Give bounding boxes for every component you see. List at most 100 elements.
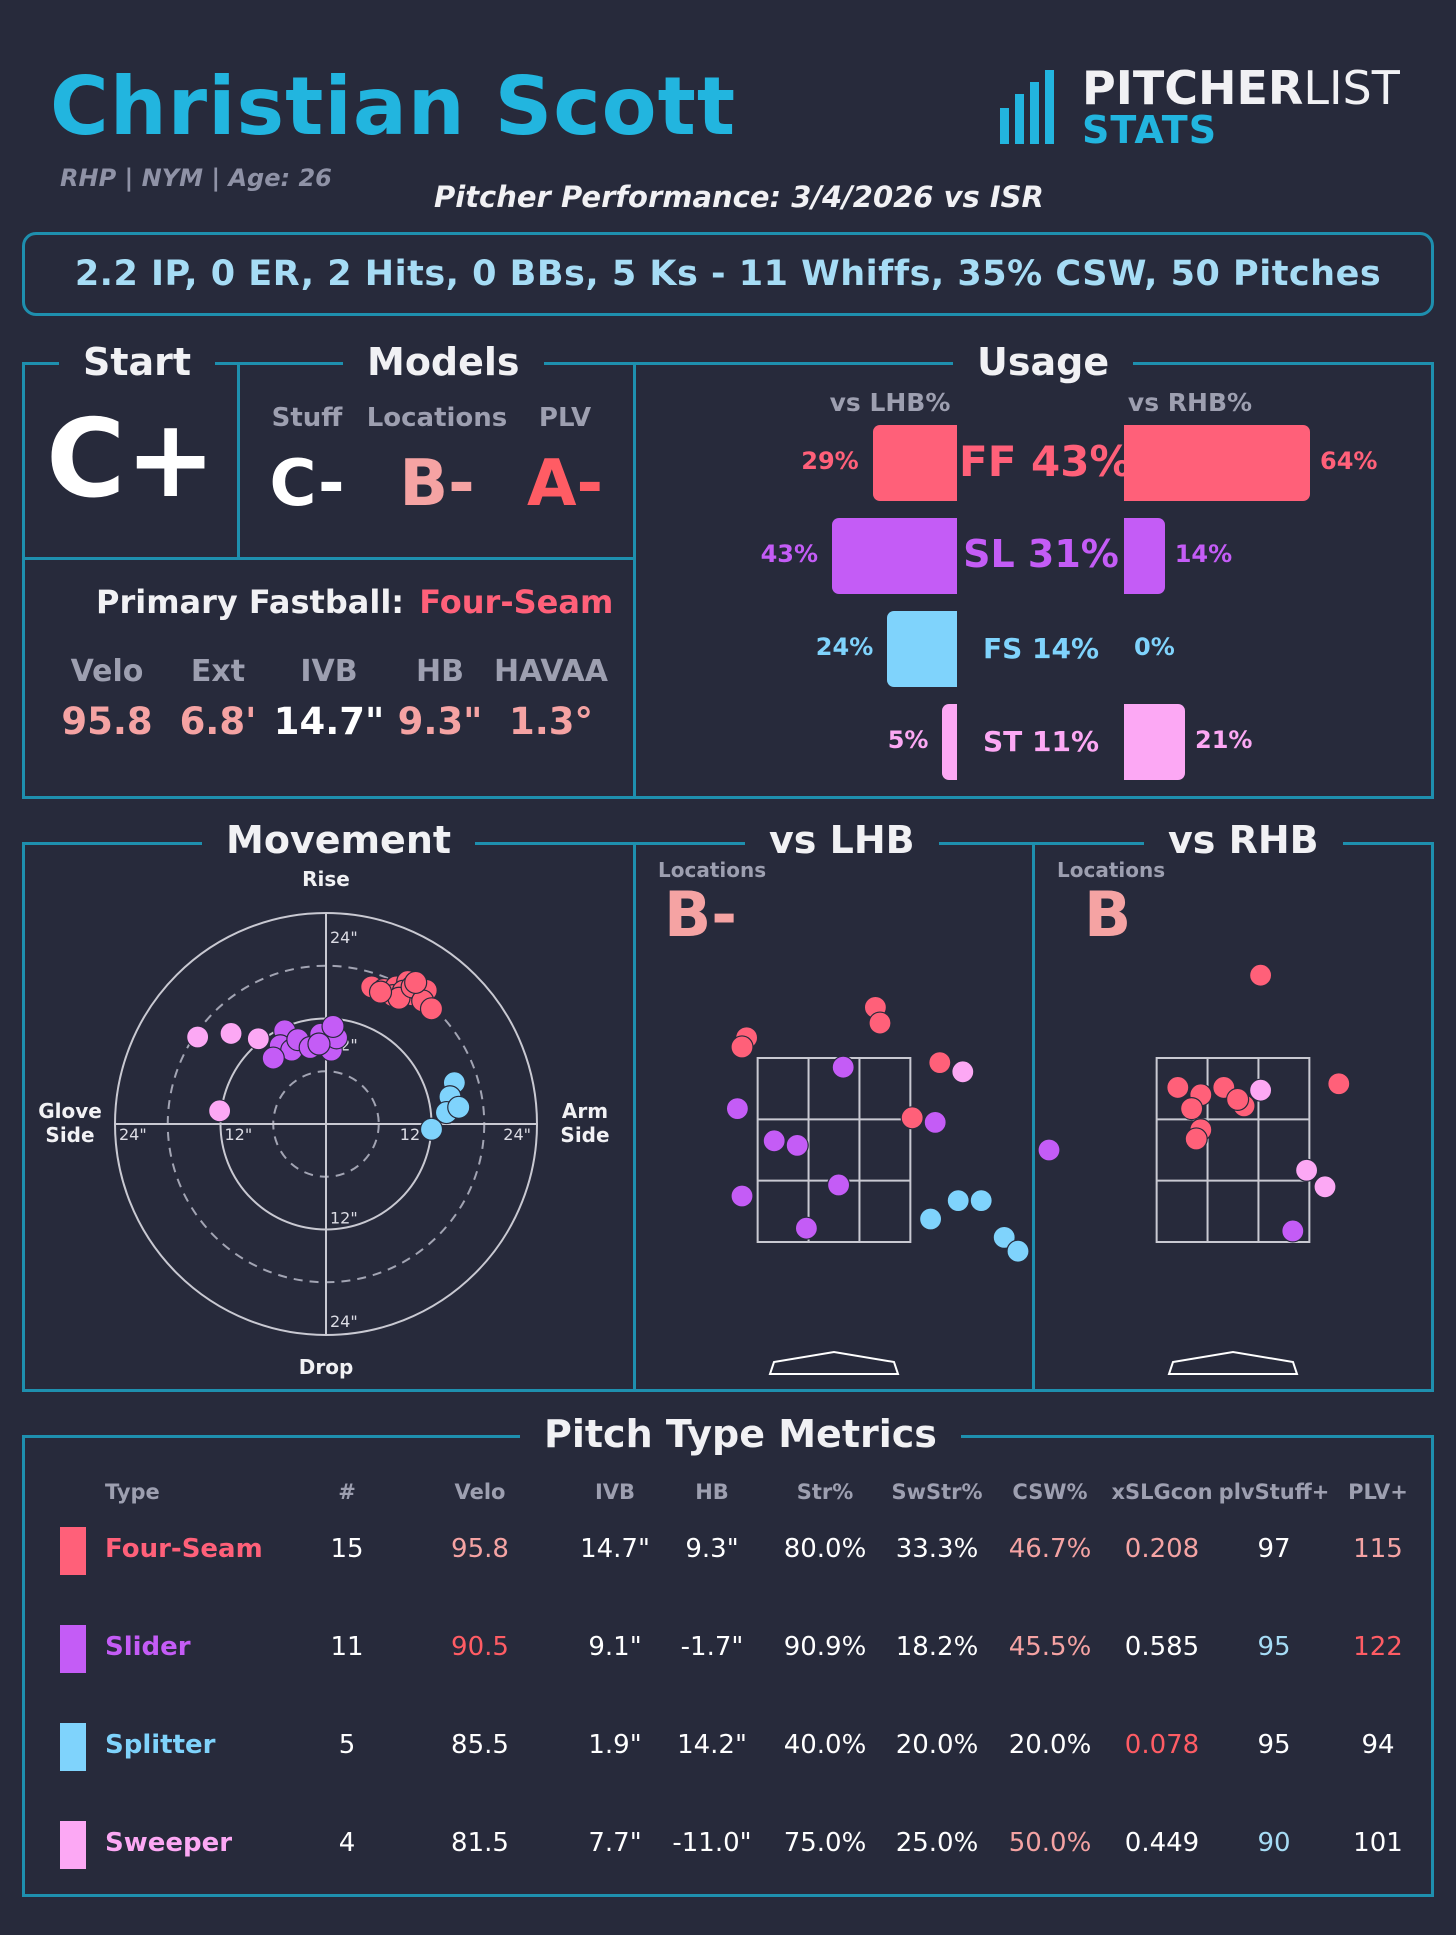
rhb-point-0-8 — [1184, 1127, 1208, 1151]
ring-label-5: 12" — [225, 1125, 253, 1144]
metrics-cell-3-1: 4 — [338, 1828, 356, 1858]
fastball-metric-label-0: Velo — [70, 654, 144, 689]
usage-rhb-header: vs RHB% — [1127, 388, 1253, 417]
arm-label-2: Side — [560, 1123, 609, 1147]
usage-bar-lhb-2 — [887, 611, 957, 687]
model-label-2: PLV — [538, 403, 592, 433]
metrics-cell-0-5: 80.0% — [783, 1534, 867, 1564]
vs-lhb-title: vs LHB — [745, 818, 939, 862]
lhb-point-0-5 — [900, 1106, 924, 1130]
home-plate — [1167, 1350, 1299, 1375]
player-name: Christian Scott — [50, 60, 737, 153]
ring-label-0: 24" — [330, 928, 358, 947]
usage-lhb-value-2: 24% — [815, 633, 874, 661]
metrics-header-8: xSLGcon — [1111, 1480, 1213, 1504]
model-label-1: Locations — [366, 403, 508, 433]
lhb-point-2-2 — [992, 1225, 1016, 1249]
metrics-header-10: PLV+ — [1348, 1480, 1408, 1504]
metrics-cell-0-7: 46.7% — [1008, 1534, 1092, 1564]
metrics-cell-0-4: 9.3" — [685, 1534, 739, 1564]
metrics-header-4: HB — [695, 1480, 729, 1504]
metrics-cell-1-9: 95 — [1257, 1632, 1291, 1662]
metrics-cell-3-4: -11.0" — [672, 1828, 752, 1858]
arm-label-1: Arm — [562, 1099, 608, 1123]
metrics-cell-2-5: 40.0% — [783, 1730, 867, 1760]
fastball-metric-value-4: 1.3° — [508, 700, 594, 743]
usage-bar-rhb-1 — [1124, 518, 1165, 594]
lhb-point-0-1 — [868, 1011, 892, 1035]
strike-zone — [756, 1057, 912, 1243]
model-grade-2: A- — [526, 447, 604, 521]
summary-bar: 2.2 IP, 0 ER, 2 Hits, 0 BBs, 5 Ks - 11 W… — [22, 232, 1434, 316]
ring-label-3: 24" — [330, 1312, 358, 1331]
movement-title: Movement — [202, 818, 476, 862]
strike-zone — [1155, 1057, 1311, 1243]
metrics-cell-3-10: 101 — [1353, 1828, 1403, 1858]
metrics-cell-2-6: 20.0% — [895, 1730, 979, 1760]
metrics-header-1: # — [338, 1480, 356, 1504]
metrics-cell-0-2: 95.8 — [451, 1534, 509, 1564]
metrics-title: Pitch Type Metrics — [520, 1412, 961, 1456]
model-grade-0: C- — [269, 447, 345, 521]
movement-point-1-10 — [261, 1046, 285, 1070]
vs-rhb-grade: B — [1084, 878, 1132, 951]
rhb-point-0-0 — [1249, 963, 1273, 987]
metrics-cell-0-8: 0.208 — [1124, 1534, 1200, 1564]
metrics-cell-0-6: 33.3% — [895, 1534, 979, 1564]
metrics-cell-1-3: 9.1" — [588, 1632, 642, 1662]
fastball-title: Primary Fastball: Four-Seam — [72, 580, 638, 624]
metrics-cell-0-1: 15 — [330, 1534, 364, 1564]
vs-lhb-grade: B- — [664, 878, 737, 951]
start-grade: C+ — [46, 397, 216, 522]
usage-lhb-header: vs LHB% — [829, 388, 951, 417]
movement-point-2-3 — [447, 1095, 471, 1119]
metrics-type-0: Four-Seam — [105, 1534, 263, 1564]
fastball-metric-value-2: 14.7" — [273, 700, 385, 743]
rhb-point-2-0 — [1249, 1078, 1273, 1102]
rhb-point-0-6 — [1226, 1087, 1250, 1111]
lhb-point-1-7 — [827, 1173, 851, 1197]
usage-rhb-value-2: 0% — [1134, 633, 1175, 661]
player-subtitle: RHP | NYM | Age: 26 — [60, 164, 332, 192]
lhb-point-1-6 — [730, 1184, 754, 1208]
ring-label-2: 12" — [330, 1209, 358, 1228]
metrics-cell-2-8: 0.078 — [1124, 1730, 1200, 1760]
lhb-point-2-4 — [919, 1207, 943, 1231]
lhb-point-0-3 — [730, 1035, 754, 1059]
metrics-swatch-0 — [60, 1527, 86, 1575]
rise-label: Rise — [302, 867, 350, 891]
home-plate — [768, 1350, 900, 1375]
movement-point-1-9 — [307, 1032, 331, 1056]
metrics-cell-2-10: 94 — [1361, 1730, 1395, 1760]
movement-point-3-0 — [186, 1025, 210, 1049]
lhb-point-2-1 — [969, 1189, 993, 1213]
lhb-point-1-5 — [923, 1110, 947, 1134]
lhb-point-1-4 — [831, 1055, 855, 1079]
metrics-header-2: Velo — [454, 1480, 506, 1504]
usage-pitch-label-2: FS 14% — [982, 631, 1100, 665]
metrics-cell-3-3: 7.7" — [588, 1828, 642, 1858]
movement-point-0-12 — [419, 997, 444, 1021]
metrics-cell-1-8: 0.585 — [1124, 1632, 1200, 1662]
fastball-metric-label-4: HAVAA — [494, 654, 608, 689]
metrics-cell-3-7: 50.0% — [1008, 1828, 1092, 1858]
rhb-point-2-1 — [1295, 1158, 1319, 1182]
ring-label-7: 24" — [503, 1125, 531, 1144]
metrics-cell-2-4: 14.2" — [677, 1730, 747, 1760]
metrics-header-9: plvStuff+ — [1218, 1480, 1330, 1504]
metrics-cell-0-10: 115 — [1353, 1534, 1403, 1564]
summary-text: 2.2 IP, 0 ER, 2 Hits, 0 BBs, 5 Ks - 11 W… — [74, 254, 1382, 294]
metrics-cell-1-7: 45.5% — [1008, 1632, 1092, 1662]
metrics-cell-3-9: 90 — [1257, 1828, 1291, 1858]
rhb-point-0-1 — [1166, 1075, 1190, 1100]
metrics-cell-2-2: 85.5 — [451, 1730, 509, 1760]
performance-title: Pitcher Performance: 3/4/2026 vs ISR — [434, 180, 1044, 214]
fastball-metric-value-3: 9.3" — [397, 700, 483, 743]
metrics-cell-2-1: 5 — [338, 1730, 356, 1760]
brand-stats: STATS — [1082, 108, 1218, 152]
usage-rhb-value-0: 64% — [1320, 447, 1378, 475]
model-grade-1: B- — [399, 447, 475, 521]
usage-title: Usage — [953, 340, 1134, 384]
usage-rhb-value-3: 21% — [1195, 726, 1253, 754]
movement-point-3-1 — [219, 1021, 243, 1046]
